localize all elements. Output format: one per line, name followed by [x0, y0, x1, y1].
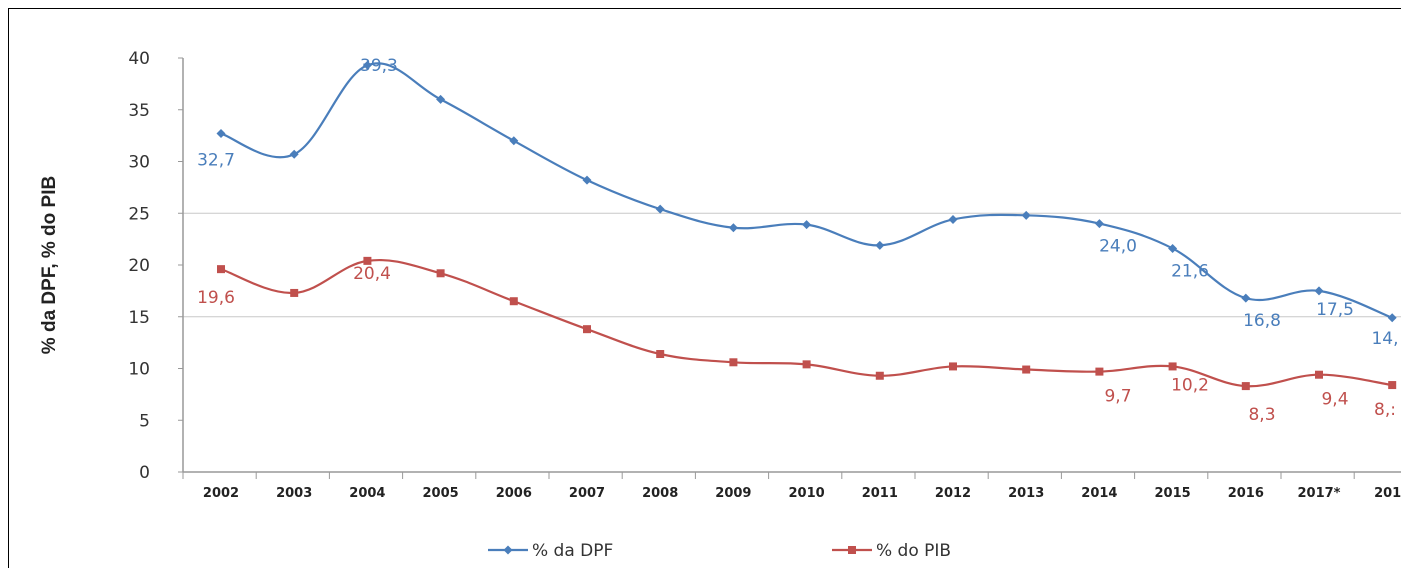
data-point-marker	[655, 204, 665, 214]
data-point-marker	[1095, 367, 1104, 376]
x-tick-label: 2004	[349, 486, 385, 501]
x-tick-label: 2008	[642, 486, 678, 501]
data-point-marker	[1241, 293, 1251, 303]
x-tick-label: 2018	[1374, 486, 1401, 501]
data-label: 19,6	[197, 288, 235, 308]
data-point-marker	[729, 358, 738, 367]
data-point-marker	[436, 269, 445, 278]
data-label: 9,7	[1104, 387, 1131, 407]
data-label: 8,:	[1374, 400, 1396, 420]
y-tick-label: 10	[128, 360, 150, 380]
data-label: 21,6	[1171, 261, 1209, 281]
y-tick-label: 25	[128, 204, 150, 224]
legend-label: % do PIB	[876, 541, 951, 561]
x-tick-label: 2002	[203, 486, 239, 501]
data-point-marker	[949, 362, 957, 371]
y-axis-title: % da DPF, % do PIB	[39, 176, 60, 354]
x-tick-label: 2009	[715, 486, 751, 501]
data-point-marker	[875, 240, 885, 250]
x-tick-label: 2006	[496, 486, 532, 501]
data-point-marker	[509, 136, 519, 146]
data-label: 39,3	[360, 56, 398, 76]
series-line-dpf	[220, 62, 1393, 319]
data-point-marker	[1241, 382, 1250, 391]
y-tick-label: 0	[139, 463, 150, 483]
data-point-marker	[509, 297, 518, 306]
data-label: 17,5	[1316, 300, 1354, 320]
y-tick-label: 20	[128, 256, 150, 276]
data-point-marker	[1168, 362, 1177, 371]
x-tick-label: 2013	[1008, 486, 1044, 501]
data-point-marker	[948, 214, 958, 224]
legend-marker	[503, 545, 513, 555]
data-point-marker	[656, 350, 665, 359]
data-point-marker	[875, 371, 884, 380]
x-tick-label: 2011	[862, 486, 898, 501]
data-point-marker	[216, 129, 226, 139]
data-point-marker	[1168, 243, 1178, 253]
data-label: 8,3	[1248, 405, 1275, 425]
data-label: 32,7	[197, 151, 235, 171]
data-point-marker	[1094, 219, 1104, 229]
data-point-marker	[217, 265, 225, 274]
x-tick-label: 2015	[1155, 486, 1191, 501]
data-point-marker	[1315, 370, 1323, 379]
data-label: 20,4	[353, 264, 391, 284]
x-tick-label: 2003	[276, 486, 312, 501]
x-tick-label: 2007	[569, 486, 605, 501]
x-tick-label: 2010	[789, 486, 825, 501]
x-tick-label: 2017*	[1298, 486, 1341, 501]
data-label: 24,0	[1099, 237, 1137, 257]
data-point-marker	[728, 223, 738, 233]
data-point-marker	[1314, 286, 1324, 296]
data-point-marker	[362, 60, 372, 70]
data-point-marker	[290, 288, 299, 297]
x-tick-label: 2012	[935, 486, 971, 501]
legend-label: % da DPF	[532, 541, 613, 561]
data-label: 16,8	[1243, 311, 1281, 331]
x-tick-label: 2016	[1228, 486, 1264, 501]
data-label: 9,4	[1321, 390, 1348, 410]
y-tick-label: 15	[128, 308, 150, 328]
y-tick-label: 5	[139, 411, 150, 431]
data-point-marker	[289, 149, 299, 159]
data-point-marker	[1021, 210, 1031, 220]
data-label: 10,2	[1171, 375, 1209, 395]
y-tick-label: 30	[128, 153, 150, 173]
data-point-marker	[802, 220, 812, 230]
chart-frame	[8, 8, 1401, 568]
data-point-marker	[436, 94, 446, 104]
data-label: 14,	[1371, 329, 1398, 349]
data-point-marker	[363, 256, 372, 265]
data-point-marker	[582, 175, 592, 185]
data-point-marker	[802, 360, 811, 369]
y-tick-label: 40	[128, 49, 150, 69]
x-tick-label: 2005	[423, 486, 459, 501]
x-tick-label: 2014	[1081, 486, 1117, 501]
legend-marker	[848, 546, 856, 554]
data-point-marker	[1387, 313, 1397, 323]
y-tick-label: 35	[128, 101, 150, 121]
data-point-marker	[1388, 381, 1397, 390]
data-point-marker	[583, 325, 591, 334]
data-point-marker	[1022, 365, 1031, 374]
